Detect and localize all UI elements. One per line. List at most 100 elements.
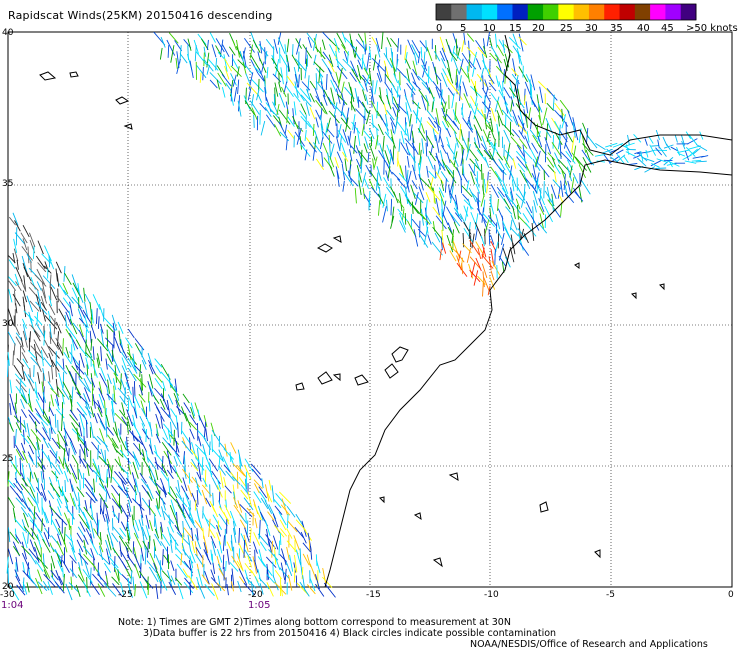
wind-barb (531, 99, 540, 113)
wind-barb (20, 398, 25, 409)
wind-barb (504, 149, 515, 162)
wind-barb (423, 226, 429, 245)
wind-barb (56, 498, 62, 509)
wind-barb (395, 58, 399, 73)
wind-barb (309, 107, 316, 120)
wind-barb (119, 465, 128, 475)
colorbar-label: 30 (585, 23, 598, 34)
wind-barb (450, 45, 456, 62)
wind-barb (230, 471, 237, 481)
wind-barb (385, 170, 389, 182)
wind-barb (167, 428, 172, 443)
wind-barb (23, 275, 26, 291)
wind-barb (546, 87, 558, 101)
wind-barb (276, 103, 280, 116)
wind-barb (425, 220, 429, 234)
wind-barb (58, 430, 68, 446)
wind-barb (62, 282, 69, 295)
wind-barb (524, 135, 531, 150)
wind-barb (518, 130, 525, 140)
wind-barb (361, 54, 364, 69)
wind-barb (257, 556, 266, 567)
wind-barb (563, 137, 568, 149)
longitude-label: -5 (606, 590, 615, 600)
wind-barb (619, 143, 630, 150)
longitude-label: -25 (118, 590, 133, 600)
wind-barb (239, 514, 248, 524)
wind-barb (412, 68, 420, 81)
wind-barb (296, 127, 302, 145)
wind-barb (296, 582, 309, 596)
wind-barb (392, 106, 397, 117)
wind-barb (9, 531, 20, 544)
wind-barb (27, 451, 34, 462)
wind-barb (511, 179, 515, 192)
wind-barb (473, 124, 482, 142)
wind-barb (121, 416, 128, 426)
wind-barb (83, 287, 86, 302)
wind-barb (148, 364, 154, 375)
wind-barb (69, 478, 74, 492)
wind-barb (456, 82, 458, 95)
wind-barb (54, 581, 65, 594)
wind-barb (174, 378, 178, 392)
wind-barb (132, 386, 135, 404)
wind-barb (433, 120, 442, 130)
wind-barb (341, 110, 348, 122)
wind-barb (286, 38, 290, 53)
wind-barb (365, 110, 371, 125)
wind-barb (504, 227, 513, 243)
wind-barb (28, 286, 41, 301)
wind-barb (398, 94, 401, 111)
wind-barb (139, 384, 144, 396)
wind-barb (121, 365, 129, 379)
wind-barb (105, 337, 114, 347)
wind-barb (357, 96, 360, 108)
wind-barb (160, 371, 174, 386)
wind-barb (120, 478, 126, 492)
colorbar-label: 40 (637, 23, 650, 34)
wind-barb (419, 177, 432, 190)
wind-barb (65, 311, 72, 325)
wind-barb (379, 143, 385, 160)
wind-barb (409, 113, 412, 127)
wind-barb (473, 137, 477, 149)
wind-barb (29, 539, 36, 552)
wind-barb (14, 402, 17, 414)
colorbar-swatch (436, 4, 452, 20)
wind-barb (77, 464, 79, 480)
wind-barb (411, 180, 418, 190)
wind-barb (314, 87, 321, 102)
wind-barb (82, 545, 93, 558)
wind-barb (569, 165, 573, 178)
wind-barb (168, 514, 171, 525)
wind-barb (42, 409, 51, 424)
wind-barb (257, 533, 269, 546)
wind-barb (84, 406, 92, 415)
wind-barb (133, 406, 138, 419)
wind-barb (55, 493, 63, 504)
wind-barb (85, 339, 87, 356)
wind-barb (37, 528, 46, 542)
wind-barb (281, 498, 288, 516)
wind-barb (155, 433, 161, 444)
wind-barb (223, 448, 235, 460)
wind-barb (232, 58, 239, 69)
wind-barb (218, 465, 226, 476)
wind-barb (71, 337, 76, 351)
wind-barb (170, 539, 173, 553)
wind-barb (239, 519, 247, 529)
wind-barb (442, 212, 449, 226)
wind-barb (564, 142, 573, 157)
wind-barb (425, 94, 430, 107)
wind-barb (127, 343, 132, 361)
wind-barb (411, 218, 420, 229)
wind-barb (340, 81, 345, 99)
wind-barb (106, 426, 114, 436)
wind-barb (362, 89, 367, 101)
wind-barb (418, 233, 429, 248)
wind-barb (474, 158, 481, 171)
wind-barb (433, 50, 441, 62)
wind-barb (251, 581, 254, 596)
wind-barb (28, 454, 35, 466)
